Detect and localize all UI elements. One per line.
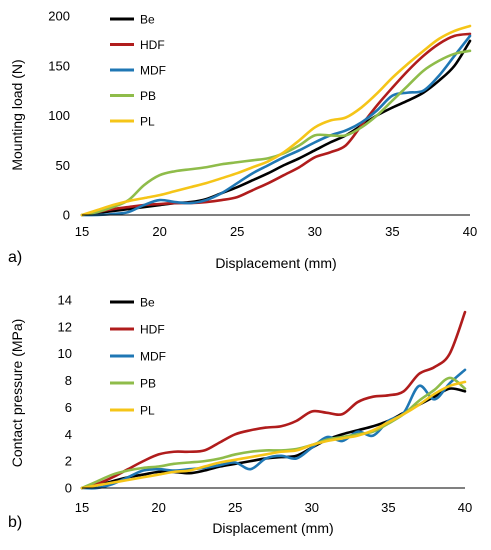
panel-a-x-axis-title: Displacement (mm) (215, 255, 336, 271)
chart-panel-b: 0 2 4 6 8 10 12 14 15 20 25 30 35 40 Be HDF MDF PB PL Co… (8, 293, 472, 537)
panel-a-label: a) (8, 249, 22, 266)
panel-b-x-tick-label: 20 (151, 500, 165, 515)
panel-a-plot-area (80, 24, 472, 217)
panel-b-y-tick-label: 8 (65, 373, 72, 388)
panel-a-x-tick-labels: 15 20 25 30 35 40 (75, 224, 477, 239)
panel-b-y-axis-title: Contact pressure (MPa) (9, 319, 25, 468)
panel-b-legend-label-pl: PL (140, 404, 155, 418)
panel-b-series-lines (80, 310, 467, 490)
panel-a-x-tick-label: 40 (463, 224, 477, 239)
panel-a-y-tick-label: 100 (48, 108, 70, 123)
panel-b-x-tick-label: 25 (228, 500, 242, 515)
panel-a-y-tick-labels: 0 50 100 150 200 (48, 9, 70, 223)
panel-a-legend-label-pb: PB (140, 89, 156, 103)
panel-a-x-tick-label: 25 (230, 224, 244, 239)
panel-a-y-tick-label: 50 (56, 158, 70, 173)
panel-b-legend-label-pb: PB (140, 377, 156, 391)
panel-a-y-axis-title: Mounting load (N) (9, 59, 25, 170)
panel-b-legend-label-hdf: HDF (140, 323, 165, 337)
panel-b-y-tick-label: 10 (58, 346, 72, 361)
panel-b-y-tick-label: 14 (58, 293, 72, 308)
panel-b-y-tick-label: 2 (65, 454, 72, 469)
panel-b-label: b) (8, 514, 22, 531)
panel-a-legend-label-be: Be (140, 13, 155, 27)
panel-a-x-tick-label: 35 (385, 224, 399, 239)
panel-b-y-tick-label: 6 (65, 400, 72, 415)
panel-a-series-line-pl (80, 24, 472, 217)
panel-a-y-tick-label: 0 (63, 208, 70, 223)
panel-a-legend: Be HDF MDF PB PL (110, 13, 166, 129)
panel-a-y-tick-label: 150 (48, 58, 70, 73)
panel-b-y-tick-labels: 0 2 4 6 8 10 12 14 (58, 293, 72, 496)
panel-b-plot-area (80, 310, 467, 490)
panel-b-series-line-hdf (80, 310, 467, 490)
panel-a-series-line-mdf (80, 34, 472, 217)
panel-a-legend-label-mdf: MDF (140, 64, 166, 78)
panel-a-legend-label-pl: PL (140, 115, 155, 129)
panel-b-y-tick-label: 0 (65, 481, 72, 496)
panel-b-x-tick-label: 30 (305, 500, 319, 515)
panel-a-x-tick-label: 20 (152, 224, 166, 239)
panel-a-y-tick-label: 200 (48, 9, 70, 24)
panel-b-x-tick-label: 35 (381, 500, 395, 515)
panel-b-y-tick-label: 4 (65, 427, 72, 442)
panel-b-y-tick-label: 12 (58, 319, 72, 334)
panel-b-x-axis-title: Displacement (mm) (212, 520, 333, 536)
panel-a-x-tick-label: 15 (75, 224, 89, 239)
chart-panel-a: 0 50 100 150 200 15 20 25 30 35 40 Be HDF MDF PB PL M… (8, 9, 477, 272)
panel-b-x-tick-label: 40 (458, 500, 472, 515)
panel-a-series-lines (80, 24, 472, 217)
panel-b-legend-label-mdf: MDF (140, 350, 166, 364)
panel-b-legend: Be HDF MDF PB PL (110, 296, 166, 418)
panel-a-legend-label-hdf: HDF (140, 38, 165, 52)
panel-b-x-tick-labels: 15 20 25 30 35 40 (75, 500, 472, 515)
panel-b-x-tick-label: 15 (75, 500, 89, 515)
panel-a-x-tick-label: 30 (308, 224, 322, 239)
panel-b-series-line-pl (80, 380, 467, 490)
panel-a-series-line-be (80, 39, 472, 217)
panel-b-legend-label-be: Be (140, 296, 155, 310)
